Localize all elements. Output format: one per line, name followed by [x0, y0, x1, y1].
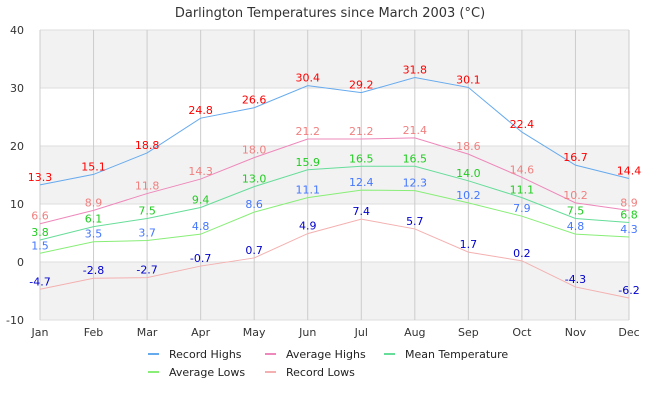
data-label: 9.4 [192, 193, 210, 206]
data-label: 10.2 [456, 189, 481, 202]
y-tick-label: 10 [10, 198, 24, 211]
series-line [39, 165, 630, 241]
data-label: 24.8 [188, 104, 213, 117]
data-label: 18.8 [135, 139, 160, 152]
data-label: 11.1 [295, 184, 320, 197]
data-label: 15.9 [295, 156, 320, 169]
series-line [39, 77, 630, 186]
data-label: 7.4 [353, 205, 371, 218]
y-tick-label: 30 [10, 82, 24, 95]
data-label: -4.7 [29, 275, 50, 288]
data-label: 14.6 [510, 163, 535, 176]
data-label: 8.9 [85, 196, 103, 209]
data-label: 7.5 [138, 205, 156, 218]
data-label: 11.8 [135, 180, 160, 193]
data-label: 6.1 [85, 213, 103, 226]
y-tick-label: 0 [17, 256, 24, 269]
data-label: 14.4 [617, 164, 642, 177]
data-label: 8.9 [620, 196, 638, 209]
series-line [39, 189, 630, 254]
data-label: 16.5 [349, 152, 374, 165]
data-label: 1.7 [460, 238, 478, 251]
data-label: -2.7 [136, 264, 157, 277]
data-label: 26.6 [242, 94, 267, 107]
data-label: 14.3 [188, 165, 213, 178]
legend-label: Average Highs [286, 348, 366, 361]
data-label: 14.0 [456, 167, 481, 180]
data-label: 4.9 [299, 220, 317, 233]
data-label: 15.1 [81, 160, 106, 173]
data-label: -2.8 [83, 264, 104, 277]
legend-label: Mean Temperature [405, 348, 508, 361]
data-label: 22.4 [510, 118, 535, 131]
data-label: 12.3 [403, 177, 428, 190]
data-label: 4.8 [567, 220, 585, 233]
grid-band [40, 262, 629, 320]
x-tick-label: May [243, 326, 266, 339]
data-label: 3.7 [138, 227, 156, 240]
data-label: 16.7 [563, 151, 588, 164]
data-label: 10.2 [563, 189, 588, 202]
data-label: 21.2 [295, 125, 320, 138]
data-label: 30.1 [456, 73, 481, 86]
data-label: 6.6 [31, 210, 49, 223]
x-tick-label: Sep [458, 326, 479, 339]
data-label: -6.2 [618, 284, 639, 297]
series-line [39, 137, 630, 225]
data-label: 13.3 [28, 171, 53, 184]
data-label: 0.7 [245, 244, 263, 257]
data-label: 4.3 [620, 223, 638, 236]
data-label: 18.6 [456, 140, 481, 153]
data-label: 7.5 [567, 205, 585, 218]
data-label: 13.0 [242, 173, 267, 186]
y-tick-label: 40 [10, 24, 24, 37]
x-tick-label: Aug [404, 326, 425, 339]
data-label: 16.5 [403, 152, 428, 165]
x-tick-label: Jun [298, 326, 316, 339]
data-label: 29.2 [349, 79, 374, 92]
data-label: 4.8 [192, 220, 210, 233]
x-tick-label: Feb [84, 326, 103, 339]
data-label: 8.6 [245, 198, 263, 211]
data-label: 21.4 [403, 124, 428, 137]
x-tick-label: Oct [512, 326, 532, 339]
data-label: 3.8 [31, 226, 49, 239]
data-label: 31.8 [403, 64, 428, 77]
x-tick-label: Apr [191, 326, 211, 339]
legend-label: Record Lows [286, 366, 355, 379]
data-label: 30.4 [295, 72, 320, 85]
data-label: 6.8 [620, 209, 638, 222]
grid-band [40, 146, 629, 204]
data-label: 5.7 [406, 215, 424, 228]
x-tick-label: Nov [565, 326, 587, 339]
x-tick-label: Dec [618, 326, 639, 339]
data-label: 21.2 [349, 125, 374, 138]
legend-label: Record Highs [169, 348, 242, 361]
data-label: 11.1 [510, 184, 535, 197]
x-tick-label: Mar [137, 326, 158, 339]
data-label: 18.0 [242, 144, 267, 157]
data-label: 3.5 [85, 228, 103, 241]
data-label: 12.4 [349, 176, 374, 189]
data-label: -0.7 [190, 252, 211, 265]
chart-title: Darlington Temperatures since March 2003… [175, 6, 485, 21]
data-label: 7.9 [513, 202, 531, 215]
y-tick-label: 20 [10, 140, 24, 153]
data-label: -4.3 [565, 273, 586, 286]
grid-band [40, 30, 629, 88]
series-line [39, 218, 630, 299]
legend-label: Average Lows [169, 366, 245, 379]
data-label: 0.2 [513, 247, 531, 260]
x-tick-label: Jul [354, 326, 368, 339]
x-tick-label: Jan [31, 326, 49, 339]
data-label: 1.5 [31, 239, 49, 252]
y-tick-label: -10 [6, 314, 24, 327]
